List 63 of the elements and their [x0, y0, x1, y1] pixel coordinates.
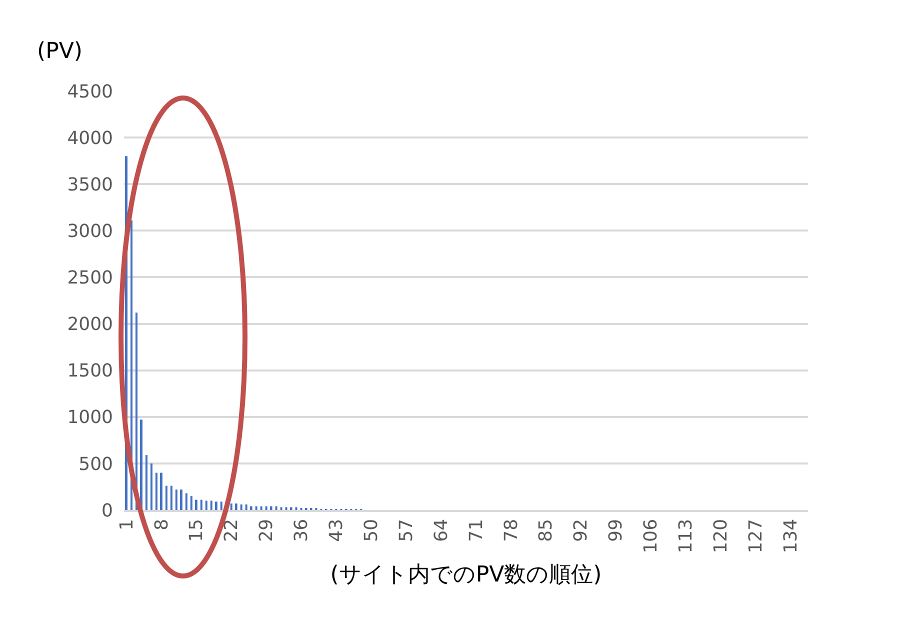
- bar: [200, 500, 202, 510]
- x-tick-label: 127: [745, 518, 766, 554]
- bar: [295, 507, 298, 510]
- bar: [145, 455, 148, 510]
- x-tick-label: 113: [676, 518, 697, 554]
- bar: [195, 500, 198, 510]
- bar: [275, 506, 278, 510]
- bar: [185, 493, 188, 510]
- bar: [235, 503, 238, 510]
- x-tick-label: 43: [326, 518, 348, 542]
- x-tick-label: 29: [256, 518, 278, 542]
- bar: [255, 506, 258, 510]
- bar: [280, 507, 282, 510]
- bar: [165, 486, 168, 510]
- x-tick-label: 106: [640, 518, 662, 554]
- bar: [180, 490, 182, 510]
- x-tick-label: 85: [536, 518, 557, 542]
- y-tick-label: 4000: [67, 128, 113, 149]
- x-tick-label: 50: [360, 518, 382, 542]
- bar: [265, 506, 268, 510]
- x-tick-label: 71: [466, 518, 487, 542]
- bar: [175, 490, 178, 510]
- bar: [155, 472, 158, 510]
- bar: [290, 507, 292, 510]
- x-axis-title: (サイト内でのPV数の順位): [330, 562, 602, 588]
- bar: [260, 506, 262, 510]
- y-tick-label: 500: [78, 454, 113, 475]
- bar: [140, 420, 142, 510]
- x-tick-label: 8: [151, 518, 172, 530]
- bar: [250, 506, 252, 510]
- bar: [230, 503, 232, 510]
- bar: [215, 502, 218, 510]
- bar: [245, 504, 248, 510]
- x-tick-label: 92: [570, 518, 592, 542]
- y-tick-label: 2000: [67, 314, 113, 336]
- bar: [210, 500, 212, 510]
- bar: [190, 496, 192, 510]
- y-axis-title: (PV): [37, 39, 82, 64]
- y-tick-label: 3000: [67, 220, 113, 242]
- x-tick-label: 22: [221, 518, 242, 542]
- x-tick-label: 99: [606, 518, 627, 542]
- x-tick-label: 1: [116, 518, 138, 530]
- bar: [240, 504, 242, 510]
- bar: [285, 507, 288, 510]
- y-tick-label: 1000: [67, 407, 113, 428]
- y-tick-label: 4500: [67, 81, 113, 102]
- x-tick-label: 64: [430, 518, 452, 542]
- bar: [205, 500, 208, 510]
- x-tick-label: 134: [780, 518, 802, 554]
- x-tick-label: 57: [396, 518, 417, 542]
- y-tick-label: 3500: [67, 174, 113, 196]
- bar: [220, 502, 222, 510]
- x-tick-label: 120: [710, 518, 732, 554]
- x-tick-label: 15: [186, 518, 208, 542]
- bar: [170, 486, 172, 510]
- y-tick-label: 0: [102, 500, 113, 522]
- bar: [160, 472, 162, 510]
- x-tick-label: 78: [500, 518, 522, 542]
- x-tick-label: 36: [291, 518, 312, 542]
- y-tick-label: 1500: [67, 360, 113, 382]
- bar: [150, 463, 152, 510]
- bar: [270, 506, 272, 510]
- y-tick-label: 2500: [67, 268, 113, 289]
